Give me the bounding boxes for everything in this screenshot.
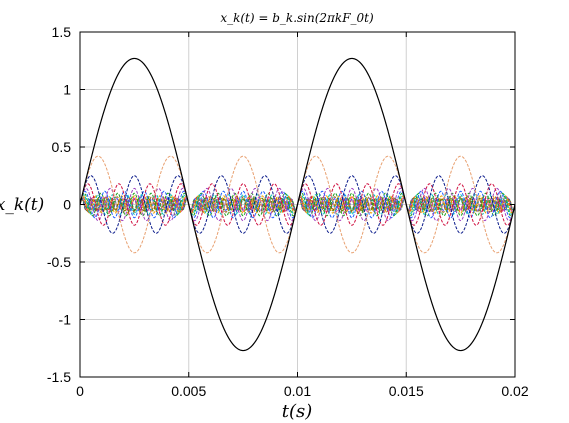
y-tick-label: 1.5 xyxy=(52,24,72,40)
series-line-k5 xyxy=(80,175,515,234)
axis-ticks xyxy=(79,31,516,378)
x-tick-labels: 0 0.005 0.01 0.015 0.02 xyxy=(76,383,529,399)
x-axis-label: t(s) xyxy=(282,401,313,422)
series-line-k1 xyxy=(80,57,515,352)
y-tick-labels: 1.5 1 0.5 0 -0.5 -1 -1.5 xyxy=(47,24,71,385)
y-tick-label: 0 xyxy=(63,197,71,213)
x-tick-label: 0.015 xyxy=(389,383,424,399)
x-tick-label: 0.02 xyxy=(501,383,528,399)
y-tick-label: 0.5 xyxy=(52,139,72,155)
series-line-k7 xyxy=(80,183,515,226)
x-tick-label: 0 xyxy=(76,383,84,399)
y-axis-label: x_k(t) xyxy=(0,195,44,215)
y-tick-label: -1.5 xyxy=(47,369,71,385)
chart-title: x_k(t) = b_k.sin(2πkF_0t) xyxy=(220,11,374,25)
x-tick-label: 0.01 xyxy=(284,383,311,399)
series-group xyxy=(80,57,515,352)
y-tick-label: -1 xyxy=(59,312,72,328)
x-tick-label: 0.005 xyxy=(171,383,206,399)
y-tick-label: 1 xyxy=(63,82,71,98)
y-tick-label: -0.5 xyxy=(47,254,71,270)
